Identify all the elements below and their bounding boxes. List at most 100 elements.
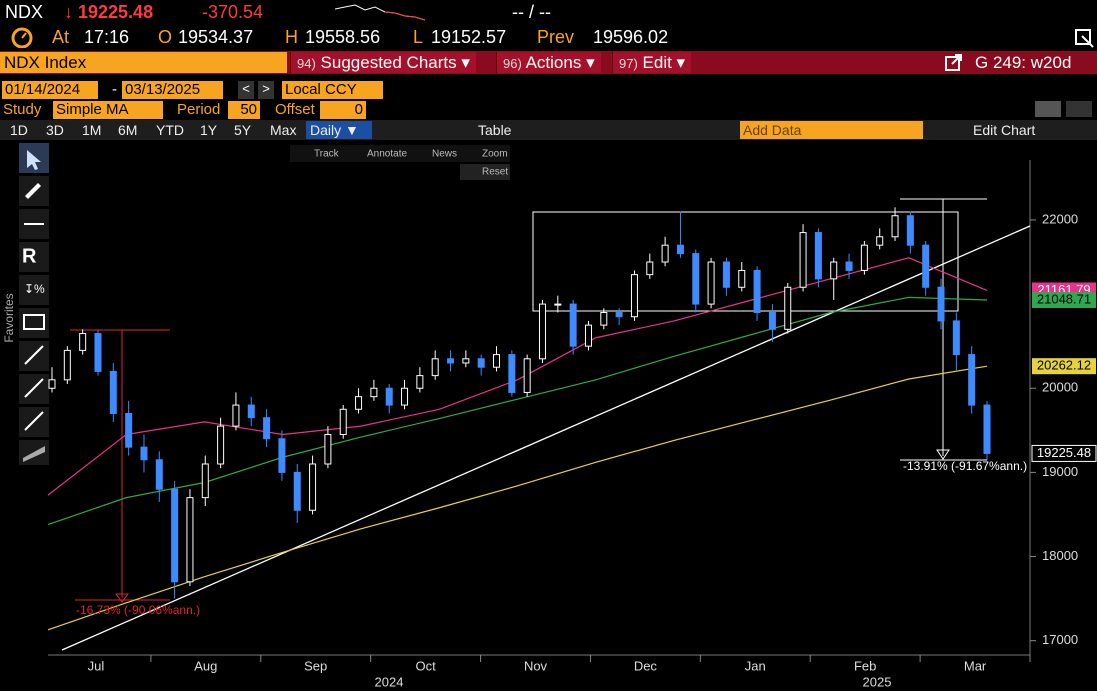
trend-line (61, 225, 1031, 651)
candle-body (431, 358, 439, 377)
range-button[interactable]: 5Y (234, 122, 252, 138)
redo[interactable] (1066, 101, 1092, 117)
range-button[interactable]: 3D (46, 122, 64, 138)
edit[interactable]: 97) Edit ▾ (612, 52, 692, 73)
frequency[interactable]: Daily ▼ (306, 121, 372, 139)
actions[interactable]: 96) Actions ▾ (496, 52, 601, 73)
prev-button[interactable]: < (238, 81, 254, 99)
menu-number: 96) (503, 56, 522, 71)
y-tick-label: 18000 (1042, 548, 1078, 563)
study[interactable]: Simple MA (53, 101, 163, 119)
range-button[interactable]: 6M (118, 122, 138, 138)
candle-body (125, 412, 133, 448)
candle-body (247, 404, 255, 419)
menu-label: Edit ▾ (642, 53, 686, 72)
x-tick-label: Sep (304, 658, 327, 673)
candle-body (523, 358, 531, 393)
x-tick-label: Mar (964, 658, 987, 673)
candle-body (784, 286, 792, 330)
candle-body (385, 387, 393, 406)
chart-tool[interactable]: Track (314, 149, 340, 160)
year-label: 2025 (863, 674, 892, 689)
suggested-charts[interactable]: 94) Suggested Charts ▾ (290, 52, 476, 73)
candle-body (922, 244, 930, 288)
time: 17:16 (84, 27, 130, 47)
x-tick-label: Oct (415, 658, 436, 673)
candle-body (186, 497, 194, 583)
candle-body (876, 236, 884, 246)
end-date[interactable]: 03/13/2025 (122, 81, 223, 99)
chart-tool[interactable]: Annotate (367, 149, 407, 160)
candle-body (232, 404, 240, 427)
range-button[interactable]: YTD (156, 122, 184, 138)
candle-body (477, 358, 485, 368)
candle-body (263, 417, 271, 440)
candle-body (799, 232, 807, 288)
range-button[interactable]: Max (270, 122, 297, 138)
candle-body (968, 354, 976, 406)
security[interactable]: NDX Index (0, 52, 287, 73)
candle-body (140, 446, 148, 461)
sparkline (335, 4, 426, 21)
add-data[interactable]: Add Data (740, 121, 923, 139)
candle-body (707, 261, 715, 305)
next-button[interactable]: > (258, 81, 274, 99)
candle-body (768, 312, 776, 330)
candle-body (692, 253, 700, 305)
low-label: L (413, 27, 424, 47)
range-button[interactable]: 1M (82, 122, 102, 138)
page-code: G 249: w20d (975, 53, 1072, 72)
last-price-box (1031, 444, 1097, 462)
svg-text:R: R (22, 245, 37, 267)
candle-body (569, 303, 577, 347)
chart-tool[interactable]: Zoom (482, 149, 508, 160)
range-button[interactable]: 1Y (200, 122, 218, 138)
candle-body (753, 269, 761, 314)
chart-tool[interactable]: News (432, 149, 457, 160)
last-value-box (1032, 291, 1096, 308)
left-toolbar[interactable]: R ↧% (19, 143, 49, 465)
range-button[interactable]: 1D (10, 122, 28, 138)
candle-body (171, 488, 179, 583)
offset[interactable]: 0 (320, 101, 366, 119)
last-value-box (1032, 358, 1096, 375)
favorites-label[interactable]: Favorites (2, 293, 16, 342)
candle-body (309, 463, 317, 511)
candle-body (646, 261, 654, 276)
candle-body (355, 396, 363, 410)
candle-body (937, 286, 945, 322)
reset-button[interactable] (460, 164, 510, 180)
chart-tools (290, 145, 510, 162)
start-date[interactable]: 01/14/2024 (2, 81, 98, 99)
x-tick-label: Feb (854, 658, 876, 673)
currency[interactable]: Local CCY (282, 81, 383, 99)
reset-label: Reset (482, 167, 508, 178)
table-button[interactable]: Table (478, 122, 512, 138)
export-icon[interactable] (1073, 27, 1095, 49)
last-price-label: 19225.48 (1037, 445, 1091, 460)
red-measure (70, 329, 170, 603)
period[interactable]: 50 (228, 101, 260, 119)
candle-body (554, 303, 562, 306)
period-label: Period (177, 101, 221, 118)
candle-body (493, 354, 501, 368)
candle-body (860, 244, 868, 271)
x-tick-label: Nov (524, 658, 548, 673)
candle-body (370, 387, 378, 398)
menu-number: 97) (619, 56, 638, 71)
popout-icon[interactable] (944, 53, 964, 73)
range-box (532, 211, 959, 312)
y-tick-label: 19000 (1042, 464, 1078, 479)
edit-chart[interactable]: Edit Chart (973, 122, 1036, 138)
last-value-label: 20262.12 (1037, 358, 1091, 373)
x-tick-label: Jan (745, 658, 766, 673)
undo[interactable] (1035, 101, 1061, 117)
candle-body (401, 387, 409, 406)
candle-body (845, 261, 853, 271)
bid-ask: -- / -- (512, 2, 551, 22)
x-tick-label: Dec (634, 658, 658, 673)
candle-body (293, 471, 301, 511)
candle-body (615, 312, 623, 318)
candle-body (538, 303, 546, 360)
high: 19558.56 (305, 27, 381, 47)
